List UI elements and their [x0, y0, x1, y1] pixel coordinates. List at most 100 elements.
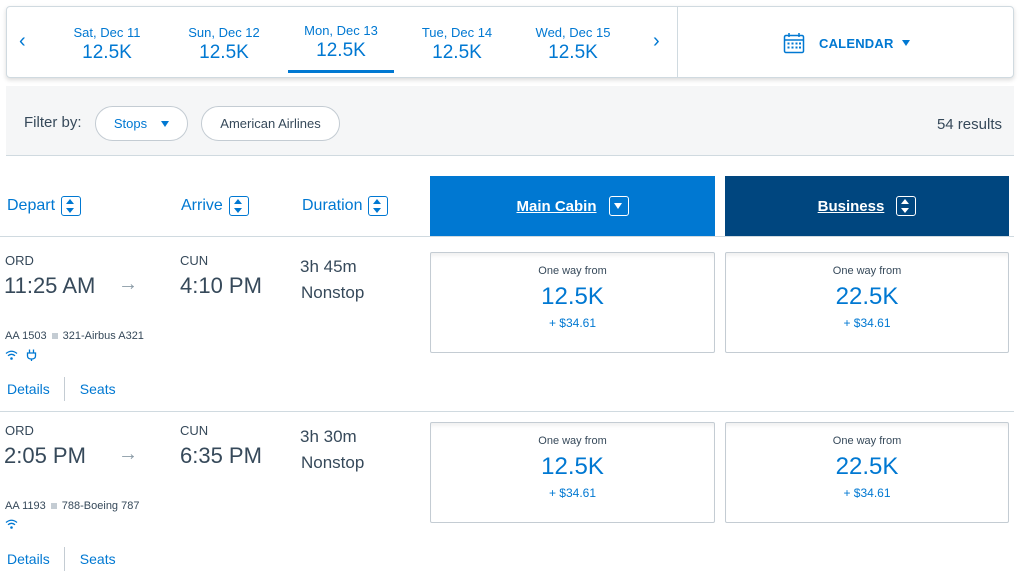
filter-label: Filter by: [24, 114, 82, 131]
depart-time: 11:25 AM [4, 273, 96, 298]
date-tab-1[interactable]: Sun, Dec 12 12.5K [171, 7, 277, 77]
airline-filter-chip[interactable]: American Airlines [201, 106, 340, 141]
seats-link[interactable]: Seats [79, 551, 116, 567]
fare-tax: + $34.61 [548, 486, 597, 500]
fare-tax: + $34.61 [843, 486, 891, 500]
arrive-time: 4:10 PM [180, 273, 262, 298]
divider [0, 236, 1014, 237]
divider [677, 7, 678, 77]
flight-stops: Nonstop [301, 283, 365, 302]
flight-number: AA 1193 [5, 500, 46, 512]
main-cabin-label: Main Cabin [516, 197, 597, 215]
amenities [5, 519, 18, 529]
divider [63, 377, 65, 401]
fare-miles: 12.5K [541, 283, 604, 310]
arrow-right-icon: → [118, 273, 138, 295]
date-label: Mon, Dec 13 [304, 23, 378, 38]
flight-links: Details Seats [0, 547, 116, 571]
fare-miles: 12.5K [541, 453, 604, 480]
fare-tax: + $34.61 [548, 316, 597, 330]
origin-airport: ORD [5, 423, 34, 438]
amenities [5, 349, 37, 361]
flight-info: AA 1503 321-Airbus A321 [5, 330, 144, 342]
caret-down-icon [901, 40, 910, 46]
date-price: 12.5K [548, 42, 598, 63]
details-link[interactable]: Details [7, 551, 50, 567]
fare-from-label: One way from [832, 265, 902, 277]
results-count: 54 results [936, 116, 1002, 133]
fare-from-label: One way from [832, 435, 902, 447]
divider [0, 411, 1014, 412]
date-price: 12.5K [199, 42, 249, 63]
sort-depart-header[interactable]: Depart [7, 196, 82, 216]
sort-arrive-header[interactable]: Arrive [181, 196, 249, 216]
flight-row: ORD 2:05 PM → CUN 6:35 PM 3h 30m Nonstop… [0, 407, 1019, 576]
sort-icon [228, 196, 249, 216]
flight-number: AA 1503 [5, 330, 47, 342]
sort-icon [896, 196, 917, 216]
arrive-time: 6:35 PM [180, 443, 262, 468]
wifi-icon [5, 350, 18, 360]
aircraft-type: 788-Boeing 787 [61, 500, 140, 512]
chevron-left-icon[interactable]: ‹ [19, 30, 26, 52]
date-tab-3[interactable]: Tue, Dec 14 12.5K [404, 7, 510, 77]
main-cabin-fare-button[interactable]: One way from 12.5K + $34.61 [430, 252, 715, 353]
separator-dot [50, 503, 57, 509]
date-strip: ‹ Sat, Dec 11 12.5K Sun, Dec 12 12.5K Mo… [6, 6, 1014, 78]
aircraft-type: 321-Airbus A321 [62, 330, 144, 342]
power-icon [26, 349, 37, 361]
date-tab-0[interactable]: Sat, Dec 11 12.5K [54, 7, 160, 77]
fare-miles: 22.5K [835, 283, 899, 310]
flight-duration: 3h 30m [300, 427, 357, 446]
sort-icon [368, 196, 389, 216]
destination-airport: CUN [180, 423, 209, 438]
stops-filter-dropdown[interactable]: Stops [95, 106, 188, 141]
main-cabin-header[interactable]: Main Cabin [430, 176, 715, 236]
main-cabin-fare-button[interactable]: One way from 12.5K + $34.61 [430, 422, 715, 523]
date-price: 12.5K [316, 40, 366, 61]
flight-info: AA 1193 788-Boeing 787 [5, 500, 139, 512]
date-price: 12.5K [432, 42, 482, 63]
calendar-label: CALENDAR [819, 35, 894, 51]
sort-duration-header[interactable]: Duration [302, 196, 389, 216]
date-label: Sun, Dec 12 [188, 25, 260, 40]
date-label: Sat, Dec 11 [73, 25, 141, 40]
calendar-button[interactable]: CALENDAR [783, 31, 910, 55]
flight-row: ORD 11:25 AM → CUN 4:10 PM 3h 45m Nonsto… [0, 237, 1019, 407]
separator-dot [51, 333, 58, 339]
business-header[interactable]: Business [725, 176, 1009, 236]
sort-icon [61, 196, 82, 216]
filter-bar: Filter by: Stops American Airlines 54 re… [6, 86, 1014, 156]
fare-from-label: One way from [538, 435, 607, 447]
fare-from-label: One way from [538, 265, 607, 277]
arrive-header-label: Arrive [181, 197, 223, 214]
dropdown-icon [608, 196, 629, 216]
arrow-right-icon: → [118, 443, 138, 465]
duration-header-label: Duration [302, 197, 363, 214]
flight-stops: Nonstop [301, 453, 365, 472]
date-tab-2-selected[interactable]: Mon, Dec 13 12.5K [288, 7, 394, 77]
date-price: 12.5K [82, 42, 132, 63]
origin-airport: ORD [5, 253, 34, 268]
flight-duration: 3h 45m [300, 257, 357, 276]
fare-miles: 22.5K [835, 453, 899, 480]
caret-down-icon [161, 120, 170, 127]
depart-time: 2:05 PM [4, 443, 86, 468]
details-link[interactable]: Details [7, 381, 50, 397]
depart-header-label: Depart [7, 197, 56, 214]
fare-tax: + $34.61 [843, 316, 891, 330]
chevron-right-icon[interactable]: › [653, 30, 660, 52]
date-tab-4[interactable]: Wed, Dec 15 12.5K [520, 7, 626, 77]
divider [63, 547, 65, 571]
wifi-icon [5, 519, 18, 529]
flight-links: Details Seats [0, 377, 116, 401]
date-label: Wed, Dec 15 [535, 25, 611, 40]
business-fare-button[interactable]: One way from 22.5K + $34.61 [725, 252, 1009, 353]
seats-link[interactable]: Seats [79, 381, 116, 397]
business-label: Business [817, 197, 885, 215]
stops-filter-label: Stops [113, 116, 148, 131]
business-fare-button[interactable]: One way from 22.5K + $34.61 [725, 422, 1009, 523]
calendar-icon [783, 33, 805, 54]
airline-filter-label: American Airlines [220, 116, 321, 131]
destination-airport: CUN [180, 253, 209, 268]
